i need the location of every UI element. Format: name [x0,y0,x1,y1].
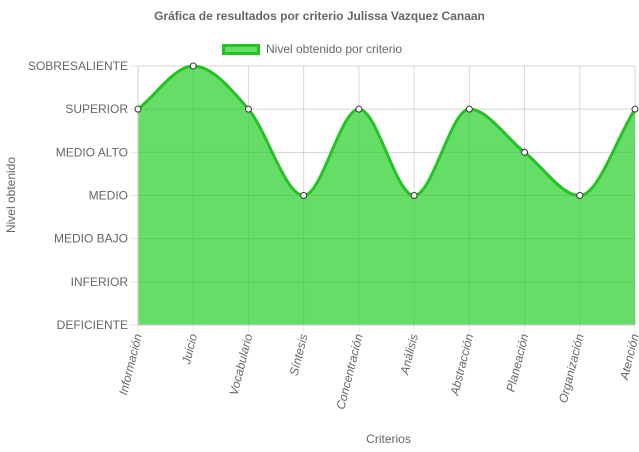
data-point[interactable] [355,105,363,113]
legend[interactable]: Nivel obtenido por criterio [222,42,402,56]
x-tick-label: Vocabulario [227,332,256,397]
data-point[interactable] [465,105,473,113]
data-point[interactable] [521,148,529,156]
data-point[interactable] [300,192,308,199]
legend-label: Nivel obtenido por criterio [266,42,403,56]
y-tick-label: INFERIOR [71,275,129,289]
data-point[interactable] [576,192,584,199]
series-line [137,64,637,198]
y-tick-label: MEDIO ALTO [56,145,128,159]
data-point[interactable] [631,105,639,113]
data-point[interactable] [134,105,142,113]
x-tick-label: Abstracción [447,332,476,398]
y-axis-title: Nivel obtenido [4,157,18,233]
data-point[interactable] [410,192,418,199]
x-tick-label: Concentración [333,332,365,411]
y-tick-label: MEDIO BAJO [54,232,128,246]
x-tick-label: Síntesis [287,332,311,377]
x-tick-label: Atención [617,332,639,382]
data-point[interactable] [189,62,197,70]
chart-title: Gráfica de resultados por criterio Julis… [154,9,485,23]
series-area [138,66,635,325]
data-point[interactable] [244,105,252,113]
y-tick-label: MEDIO [89,189,128,203]
y-tick-label: SUPERIOR [65,102,128,116]
x-tick-label: Juicio [179,332,200,366]
y-tick-label: DEFICIENTE [57,318,128,332]
x-tick-label: Planeación [504,332,532,393]
legend-swatch [222,43,260,55]
x-tick-label: Información [116,332,145,397]
x-axis-title: Criterios [366,432,411,446]
y-tick-label: SOBRESALIENTE [28,59,128,73]
x-tick-label: Organización [556,332,587,404]
x-tick-label: Análisis [397,332,421,376]
